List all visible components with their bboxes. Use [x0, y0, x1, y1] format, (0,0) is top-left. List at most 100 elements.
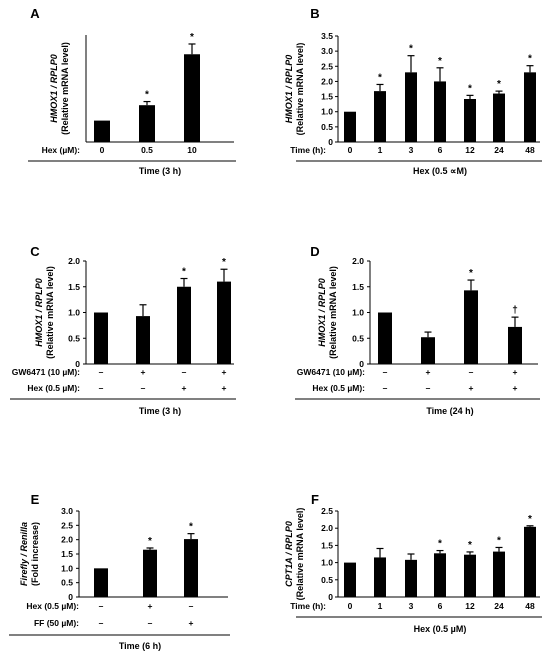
y-tick-label: 0	[75, 359, 80, 369]
y-tick-label: 1.5	[61, 549, 73, 559]
y-tick-label: 2.0	[321, 523, 333, 533]
y-tick-label: 0	[328, 137, 333, 147]
bar	[434, 81, 446, 142]
y-axis-label: HMOX1 / RPLP0	[34, 278, 44, 347]
column-value: –	[99, 601, 104, 611]
significance-mark: *	[497, 79, 501, 90]
bar	[136, 316, 150, 364]
panel-letter: A	[30, 6, 40, 21]
bar	[493, 551, 505, 597]
row-label: Hex (µM):	[42, 145, 81, 155]
column-value: –	[99, 618, 104, 628]
column-value: +	[148, 601, 153, 611]
bar	[344, 562, 356, 597]
y-tick-label: 1.5	[352, 282, 364, 292]
bar	[464, 290, 478, 364]
column-value: +	[426, 367, 431, 377]
significance-mark: *	[438, 539, 442, 550]
significance-mark: *	[469, 268, 473, 279]
bar	[421, 337, 435, 364]
significance-mark: *	[190, 32, 194, 43]
significance-mark: *	[438, 56, 442, 67]
y-axis-label: Firefly / Renilla	[19, 522, 29, 586]
y-tick-label: 0.5	[321, 575, 333, 585]
y-tick-label: 0	[359, 359, 364, 369]
column-value: 0	[348, 601, 353, 611]
column-value: 1	[378, 145, 383, 155]
panel-f: F 0 0.5 1.0 1.5 2.0 2.5 CPT1A / RPLP0 (Relative …	[284, 492, 542, 634]
y-axis-label: HMOX1 / RPLP0	[49, 54, 59, 123]
row-label: Hex (0.5 µM):	[26, 601, 79, 611]
y-tick-label: 1.0	[352, 308, 364, 318]
y-axis-label: CPT1A / RPLP0	[284, 521, 294, 587]
y-axis-unit-label: (Relative mRNA level)	[295, 508, 305, 601]
column-value: +	[222, 367, 227, 377]
column-value: +	[141, 367, 146, 377]
y-tick-label: 0	[328, 592, 333, 602]
y-tick-label: 1.5	[321, 92, 333, 102]
y-tick-label: 0.5	[61, 578, 73, 588]
bar	[524, 72, 536, 142]
panel-letter: F	[311, 492, 319, 507]
y-tick-label: 2.5	[61, 520, 73, 530]
row-label: GW6471 (10 µM):	[297, 367, 365, 377]
column-value: –	[189, 601, 194, 611]
column-value: –	[99, 383, 104, 393]
bar	[493, 93, 505, 142]
footer-label: Time (24 h)	[426, 406, 473, 416]
bar	[378, 312, 392, 364]
significance-mark: *	[148, 536, 152, 547]
significance-mark: *	[468, 540, 472, 551]
column-value: 48	[525, 145, 535, 155]
bar	[94, 312, 108, 364]
panel-letter: E	[31, 492, 40, 507]
column-value: 0	[100, 145, 105, 155]
column-value: 48	[525, 601, 535, 611]
column-value: 3	[409, 601, 414, 611]
bar	[184, 539, 198, 597]
panel-letter: B	[310, 6, 319, 21]
bar	[177, 286, 191, 364]
column-value: +	[469, 383, 474, 393]
column-value: +	[182, 383, 187, 393]
y-tick-label: 1.5	[68, 282, 80, 292]
bar	[434, 553, 446, 597]
bar	[94, 120, 110, 142]
bar	[94, 568, 108, 597]
column-value: 0	[348, 145, 353, 155]
column-value: 3	[409, 145, 414, 155]
bar	[344, 111, 356, 142]
column-value: –	[99, 367, 104, 377]
column-value: –	[383, 367, 388, 377]
panel-e: E 0 0.5 1.0 1.5 2.0 2.5 3.0 Firefly / Renilla (Fo…	[9, 492, 230, 651]
y-axis-unit-label: (Relative mRNA level)	[328, 266, 338, 359]
y-tick-label: 0.5	[68, 333, 80, 343]
significance-mark: *	[189, 522, 193, 533]
column-value: 6	[438, 145, 443, 155]
significance-mark: *	[222, 257, 226, 268]
y-tick-label: 0	[68, 592, 73, 602]
significance-mark: *	[497, 535, 501, 546]
footer-label: Time (6 h)	[119, 641, 161, 651]
y-tick-label: 1.0	[321, 107, 333, 117]
y-axis-unit-label: (Relative mRNA level)	[60, 42, 70, 135]
panel-c: C 0 0.5 1.0 1.5 2.0 HMOX1 / RPLP0 (Relative mRN…	[10, 244, 236, 416]
column-value: –	[148, 618, 153, 628]
significance-mark: *	[468, 83, 472, 94]
footer-label: Hex (0.5 µM)	[414, 624, 467, 634]
column-value: 0.5	[141, 145, 153, 155]
y-tick-label: 3.0	[321, 46, 333, 56]
y-axis-unit-label: (Relative mRNA level)	[295, 43, 305, 136]
column-value: 24	[494, 601, 504, 611]
bar	[217, 281, 231, 364]
bar	[405, 559, 417, 597]
row-label: Time (h):	[290, 601, 326, 611]
bar	[405, 72, 417, 142]
panel-d: D 0 0.5 1.0 1.5 2.0 HMOX1 / RPLP0 (Relative mRN…	[295, 244, 540, 416]
bar	[143, 549, 157, 597]
column-value: –	[141, 383, 146, 393]
column-value: 1	[378, 601, 383, 611]
y-tick-label: 2.5	[321, 506, 333, 516]
row-label: Hex (0.5 µM):	[27, 383, 80, 393]
